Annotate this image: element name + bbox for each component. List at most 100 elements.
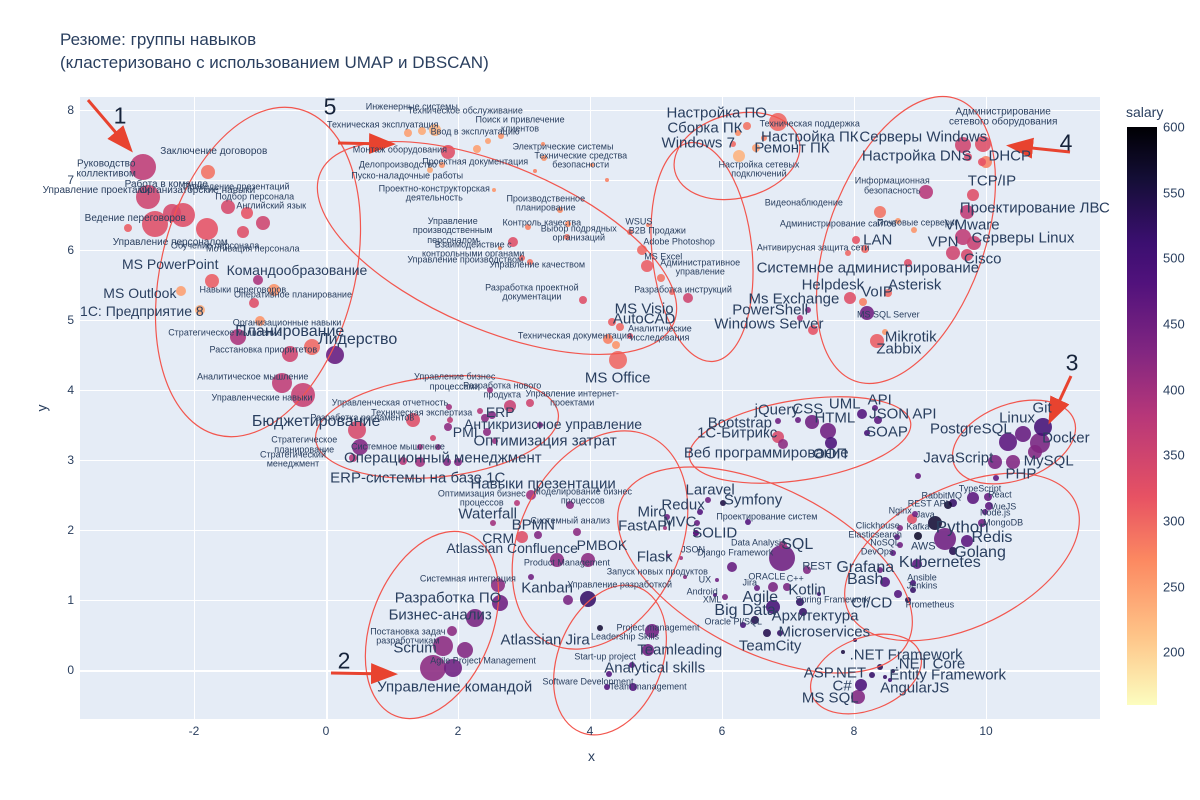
point-label: Системное мышление <box>351 441 445 452</box>
y-tick-label: 2 <box>67 523 74 537</box>
scatter-point[interactable] <box>447 417 454 424</box>
scatter-point[interactable] <box>580 591 597 608</box>
point-label: ERP <box>485 403 515 420</box>
point-label: Техническая эксплуатация <box>326 119 439 130</box>
point-label: Электрические системы <box>512 141 614 152</box>
scatter-point[interactable] <box>682 293 693 304</box>
scatter-point[interactable] <box>200 165 215 180</box>
point-label: Взаимодействие с контрольными органами <box>422 239 525 259</box>
point-label: FastAPI <box>618 517 672 535</box>
point-label: Mikrotik <box>884 328 937 346</box>
scatter-point[interactable] <box>130 153 157 180</box>
scatter-point[interactable] <box>966 491 979 504</box>
point-label: Helpdesk <box>801 276 865 294</box>
point-label: Настройка сетевых подключений <box>718 159 800 180</box>
scatter-point[interactable] <box>868 671 875 678</box>
scatter-point[interactable] <box>444 423 453 432</box>
scatter-point[interactable] <box>326 346 345 364</box>
scatter-point[interactable] <box>714 577 719 582</box>
point-label: C++ <box>786 573 804 584</box>
point-label: Microservices <box>778 623 871 641</box>
scatter-point[interactable] <box>992 475 999 482</box>
scatter-point[interactable] <box>124 224 132 233</box>
point-label: Настройка ПО <box>666 104 767 122</box>
scatter-point[interactable] <box>236 225 249 238</box>
scatter-point[interactable] <box>497 132 504 139</box>
point-label: Laravel <box>685 481 735 499</box>
point-label: Запуск новых продуктов <box>606 566 708 577</box>
point-label: Видеонаблюдение <box>764 197 843 208</box>
point-label: jQuery <box>754 401 799 419</box>
point-label: AutoCAD <box>612 310 676 328</box>
point-label: Информационная безопасность <box>854 176 930 196</box>
point-label: Python <box>935 517 989 537</box>
scatter-point[interactable] <box>796 314 803 321</box>
scatter-point[interactable] <box>808 324 819 335</box>
scatter-point[interactable] <box>403 129 412 138</box>
point-label: RabbitMQ <box>921 490 963 501</box>
scatter-point[interactable] <box>489 520 496 526</box>
x-tick-label: 8 <box>850 724 858 738</box>
scatter-point[interactable] <box>572 528 581 537</box>
point-label: Заключение договоров <box>160 145 268 157</box>
point-label: Настройка DNS <box>861 147 972 165</box>
scatter-point[interactable] <box>484 137 491 144</box>
point-label: PostgreSQL <box>929 420 1012 438</box>
point-label: .NET Core <box>894 654 966 672</box>
scatter-point[interactable] <box>894 589 903 598</box>
colorbar <box>1127 127 1157 705</box>
scatter-point[interactable] <box>428 124 441 137</box>
point-label: Производственное планирование <box>506 193 586 213</box>
colorbar-tick-label: 600 <box>1163 119 1185 135</box>
scatter-point[interactable] <box>914 532 923 541</box>
point-label: Обучение персонала <box>170 240 260 251</box>
point-label: SOAP <box>866 423 908 441</box>
x-axis-title: x <box>588 748 595 764</box>
point-label: JSON API <box>869 405 937 423</box>
scatter-point[interactable] <box>563 595 574 605</box>
x-tick-label: 4 <box>586 724 594 738</box>
scatter-point[interactable] <box>762 628 771 637</box>
point-label: Стратегическое планирование <box>271 435 338 455</box>
x-tick-label: 2 <box>454 724 462 738</box>
gridline-x <box>986 97 987 719</box>
scatter-point[interactable] <box>1014 426 1031 443</box>
scatter-point[interactable] <box>911 226 918 233</box>
gridline-x <box>326 97 328 719</box>
scatter-point[interactable] <box>608 350 627 369</box>
point-label: Настройка ПК <box>761 128 859 146</box>
scatter-point[interactable] <box>473 145 482 154</box>
scatter-point[interactable] <box>417 127 426 135</box>
point-label: Планирование <box>235 322 345 340</box>
point-label: JavaScript <box>923 449 994 467</box>
point-label: Bash <box>846 570 884 588</box>
x-tick-label: 10 <box>979 724 993 738</box>
point-label: Серверы Windows <box>859 128 988 146</box>
scatter-point[interactable] <box>840 649 845 654</box>
point-label: Управление персоналом <box>112 236 228 248</box>
scatter-point[interactable] <box>883 675 888 679</box>
scatter-point[interactable] <box>804 307 811 314</box>
scatter-point[interactable] <box>221 200 236 215</box>
scatter-point[interactable] <box>256 215 271 230</box>
scatter-point[interactable] <box>605 178 610 182</box>
point-label: LAN <box>863 231 893 249</box>
scatter-point[interactable] <box>679 556 684 560</box>
colorbar-tick-label: 250 <box>1163 579 1185 595</box>
y-tick-label: 1 <box>67 593 74 607</box>
point-label: .NET Framework <box>849 646 963 664</box>
point-label: Elasticsearch <box>848 529 902 540</box>
y-tick-label: 6 <box>67 243 74 257</box>
scatter-point[interactable] <box>726 562 737 573</box>
point-label: MS SQL Server <box>856 309 920 320</box>
point-label: Разработка инструкций <box>634 284 732 295</box>
point-label: Пуско-наладочные работы <box>351 170 464 181</box>
scatter-point[interactable] <box>876 664 883 671</box>
scatter-point[interactable] <box>978 157 987 166</box>
point-label: Системная интеграция <box>419 573 516 584</box>
scatter-point[interactable] <box>249 298 260 309</box>
point-label: Оптимизация бизнес процессов <box>437 488 526 509</box>
point-label: Jenkins <box>906 580 938 591</box>
scatter-point[interactable] <box>915 473 922 480</box>
scatter-point[interactable] <box>775 417 782 424</box>
